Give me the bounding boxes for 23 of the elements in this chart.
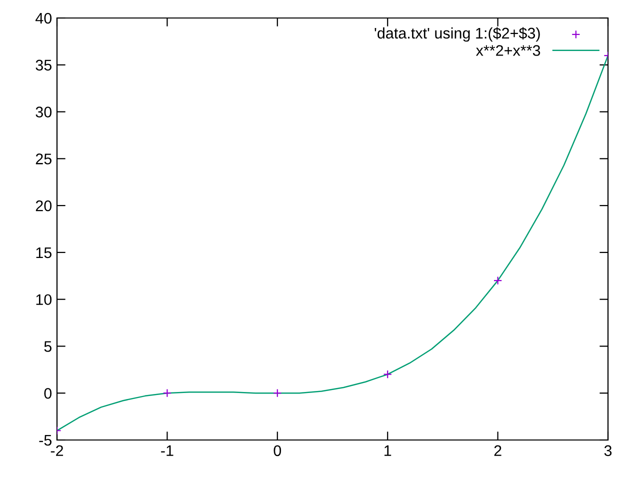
point [273, 388, 282, 398]
y-tick-label: 0 [44, 388, 52, 399]
y-tick-label: 5 [44, 341, 52, 352]
y-tick-label: -5 [39, 435, 52, 446]
legend-label: 'data.txt' using 1:($2+$3) [374, 27, 540, 42]
line-series [57, 54, 608, 432]
point [162, 388, 172, 398]
y-tick-label: 25 [36, 154, 52, 164]
point [383, 370, 392, 379]
y-tick-label: 20 [36, 200, 52, 212]
y-tick-label: 10 [36, 294, 52, 306]
x-tick-label: 3 [604, 445, 612, 456]
x-tick-label: -1 [161, 445, 174, 456]
x-tick-label: 1 [384, 445, 392, 456]
y-tick-label: 15 [36, 247, 52, 258]
legend-label: x**2+x**3 [476, 45, 540, 56]
x-tick-label: 0 [274, 445, 282, 456]
x-tick-label: -2 [50, 445, 64, 456]
point [493, 276, 502, 285]
x-tick-label: 2 [494, 445, 502, 456]
y-tick-label: 40 [36, 12, 52, 24]
y-tick-label: 35 [36, 60, 52, 71]
y-tick-label: 30 [36, 106, 52, 118]
